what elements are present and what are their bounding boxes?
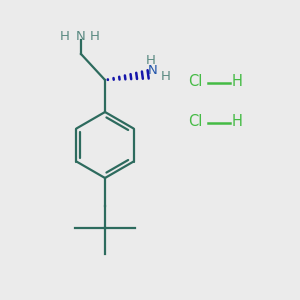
Text: H: H (60, 29, 70, 43)
Text: H: H (232, 74, 243, 89)
Text: H: H (161, 70, 171, 83)
Text: N: N (76, 29, 86, 43)
Text: Cl: Cl (188, 115, 202, 130)
Text: H: H (90, 29, 100, 43)
Text: N: N (148, 64, 158, 77)
Text: H: H (146, 53, 156, 67)
Text: H: H (232, 115, 243, 130)
Text: Cl: Cl (188, 74, 202, 89)
